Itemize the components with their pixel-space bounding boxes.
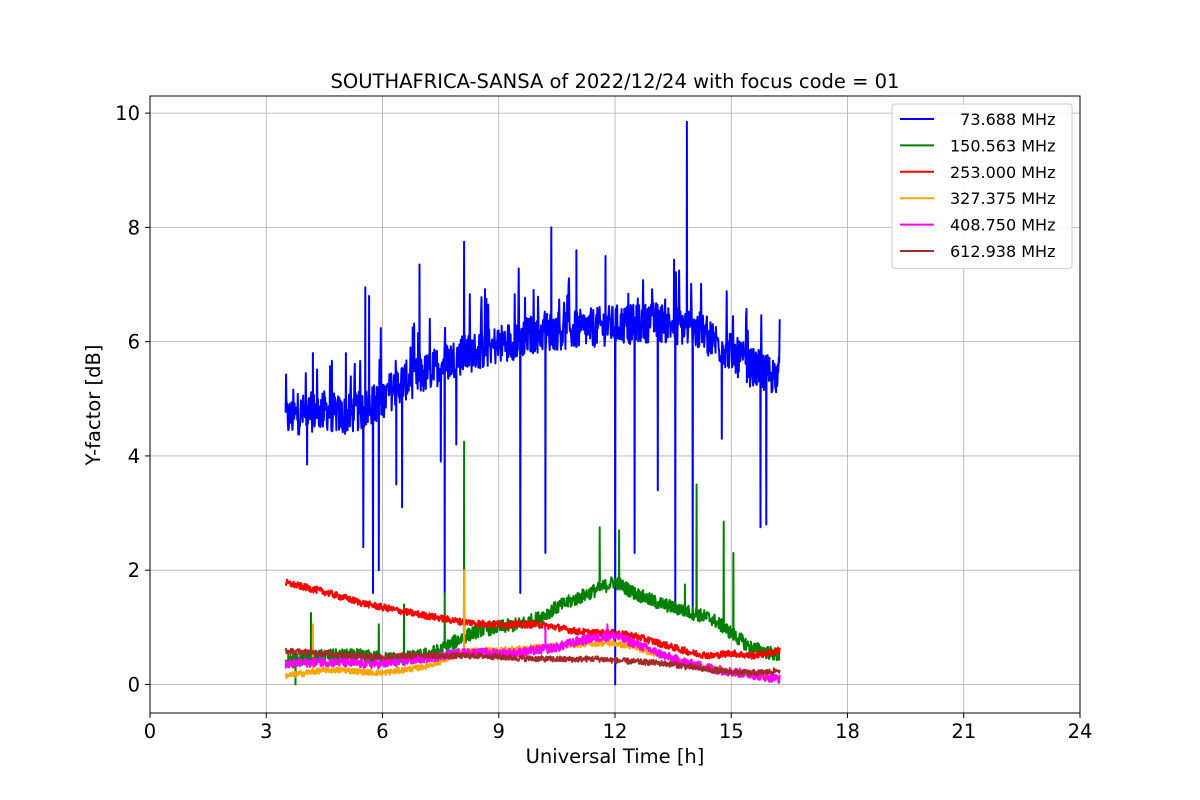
legend: 73.688 MHz 150.563 MHz 253.000 MHz 327.375 … <box>891 103 1073 269</box>
legend-label: 327.375 MHz <box>950 189 1055 208</box>
x-tick-label: 15 <box>719 720 744 743</box>
series-line <box>284 578 781 660</box>
legend-label: 253.000 MHz <box>950 163 1055 182</box>
legend-label: 73.688 MHz <box>950 110 1055 129</box>
x-tick-label: 6 <box>376 720 388 743</box>
x-axis-ticks: 0 3 6 9 12 15 18 21 24 <box>144 713 1093 743</box>
series-line <box>284 647 781 677</box>
legend-label: 612.938 MHz <box>950 242 1055 261</box>
x-tick-label: 9 <box>493 720 505 743</box>
y-tick-label: 4 <box>128 445 140 468</box>
x-tick-label: 21 <box>951 720 976 743</box>
y-axis-label: Y-factor [dB] <box>82 345 105 467</box>
chart-title: SOUTHAFRICA-SANSA of 2022/12/24 with foc… <box>331 70 900 93</box>
series-line <box>284 120 781 686</box>
x-tick-label: 18 <box>835 720 860 743</box>
y-tick-label: 0 <box>128 673 140 696</box>
series-layer <box>284 120 781 686</box>
series-line <box>284 623 781 684</box>
x-tick-label: 3 <box>260 720 272 743</box>
y-tick-label: 8 <box>128 216 140 239</box>
y-axis-ticks: 0 2 4 6 8 10 <box>115 102 150 696</box>
x-tick-label: 12 <box>603 720 628 743</box>
y-tick-label: 10 <box>115 102 140 125</box>
y-tick-label: 6 <box>128 331 140 354</box>
x-tick-label: 24 <box>1068 720 1093 743</box>
y-tick-label: 2 <box>128 559 140 582</box>
legend-box <box>891 103 1073 269</box>
x-tick-label: 0 <box>144 720 156 743</box>
legend-label: 150.563 MHz <box>950 136 1055 155</box>
legend-label: 408.750 MHz <box>950 216 1055 235</box>
x-axis-label: Universal Time [h] <box>526 745 705 768</box>
